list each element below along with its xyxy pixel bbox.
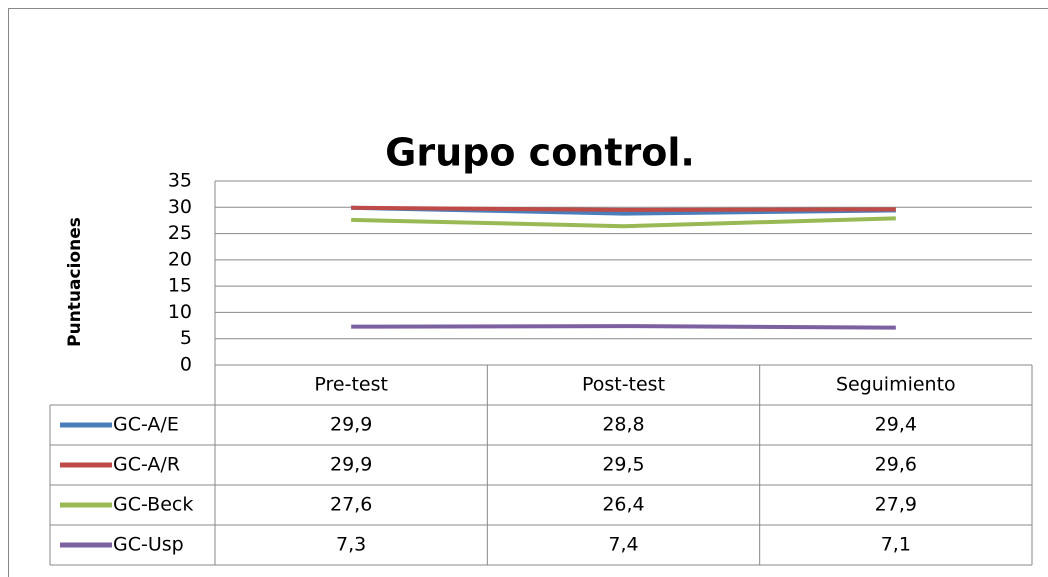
- y-axis-title: Puntuaciones: [65, 217, 85, 347]
- table-value: 27,6: [330, 494, 372, 516]
- chart-border: [8, 8, 1048, 577]
- table-value: 7,3: [336, 534, 366, 556]
- y-tick-label: 35: [168, 170, 192, 192]
- table-value: 29,6: [875, 454, 917, 476]
- y-tick-label: 25: [168, 222, 192, 244]
- table-value: 29,5: [602, 454, 644, 476]
- legend-label: GC-A/R: [113, 454, 180, 476]
- table-value: 26,4: [602, 494, 644, 516]
- table-value: 27,9: [875, 494, 917, 516]
- table-value: 7,1: [881, 534, 911, 556]
- table-value: 7,4: [608, 534, 638, 556]
- x-tick-label: Pre-test: [314, 374, 388, 396]
- legend-label: GC-Usp: [113, 534, 184, 556]
- y-tick-label: 15: [168, 275, 192, 297]
- y-tick-label: 10: [168, 301, 192, 323]
- legend-label: GC-A/E: [113, 414, 179, 436]
- y-tick-label: 20: [168, 248, 192, 270]
- x-tick-label: Seguimiento: [836, 374, 956, 396]
- table-value: 28,8: [602, 414, 644, 436]
- table-value: 29,9: [330, 414, 372, 436]
- table-value: 29,9: [330, 454, 372, 476]
- series-line: [351, 216, 896, 229]
- y-tick-label: 30: [168, 196, 192, 218]
- y-tick-label: 0: [180, 354, 192, 376]
- y-tick-label: 5: [180, 327, 192, 349]
- series-line: [351, 324, 896, 330]
- series-line: [351, 205, 896, 212]
- legend-label: GC-Beck: [113, 494, 193, 516]
- table-value: 29,4: [875, 414, 917, 436]
- chart-title: Grupo control.: [385, 131, 695, 175]
- x-tick-label: Post-test: [582, 374, 665, 396]
